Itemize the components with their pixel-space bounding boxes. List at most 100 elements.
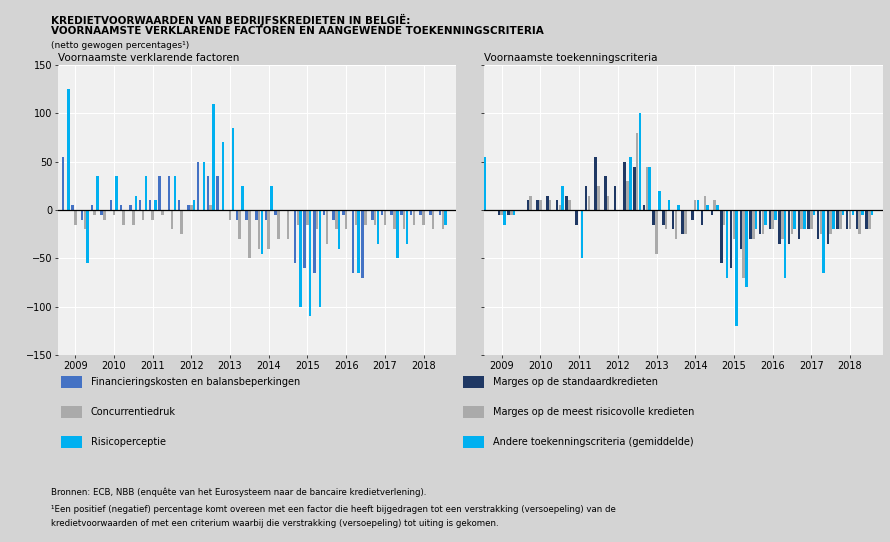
Bar bbox=[820, 210, 822, 234]
Bar bbox=[700, 210, 703, 224]
Bar bbox=[633, 166, 635, 210]
Bar bbox=[778, 210, 781, 244]
Bar bbox=[507, 210, 510, 215]
Bar bbox=[374, 210, 376, 224]
Bar bbox=[645, 166, 648, 210]
Bar bbox=[839, 210, 842, 229]
Bar bbox=[396, 210, 399, 259]
Bar bbox=[393, 210, 396, 229]
Bar bbox=[181, 210, 183, 234]
Bar bbox=[316, 210, 319, 229]
Bar bbox=[271, 186, 272, 210]
Bar bbox=[639, 113, 641, 210]
Bar bbox=[546, 196, 548, 210]
Bar bbox=[478, 186, 481, 210]
Bar bbox=[391, 210, 393, 215]
Bar bbox=[797, 210, 800, 239]
Bar bbox=[694, 201, 697, 210]
Bar bbox=[803, 210, 805, 229]
Bar bbox=[710, 210, 713, 215]
Bar bbox=[827, 210, 829, 244]
Text: Risicoperceptie: Risicoperceptie bbox=[91, 437, 166, 447]
Bar bbox=[587, 196, 590, 210]
Bar bbox=[629, 157, 632, 210]
Bar bbox=[829, 210, 832, 234]
Bar bbox=[559, 205, 561, 210]
Bar bbox=[132, 210, 134, 224]
Bar bbox=[255, 210, 257, 220]
Bar bbox=[71, 205, 74, 210]
Bar bbox=[139, 201, 142, 210]
Bar bbox=[784, 210, 786, 278]
Bar bbox=[409, 210, 412, 215]
Bar bbox=[158, 176, 161, 210]
Bar bbox=[364, 210, 367, 224]
Bar bbox=[769, 210, 771, 229]
Bar bbox=[261, 210, 263, 254]
Text: ¹Een positief (negatief) percentage komt overeen met een factor die heeft bijged: ¹Een positief (negatief) percentage komt… bbox=[51, 505, 616, 514]
Bar bbox=[432, 210, 434, 229]
Bar bbox=[498, 210, 500, 215]
Bar bbox=[837, 210, 838, 229]
Bar bbox=[381, 210, 384, 215]
Bar bbox=[287, 210, 289, 239]
Bar bbox=[652, 210, 655, 224]
Bar bbox=[248, 210, 251, 259]
Bar bbox=[174, 176, 176, 210]
Bar bbox=[239, 210, 241, 239]
Bar bbox=[662, 210, 665, 224]
Bar bbox=[67, 89, 69, 210]
Bar bbox=[513, 210, 515, 215]
Bar bbox=[868, 210, 870, 229]
Bar bbox=[684, 210, 687, 234]
Bar bbox=[510, 210, 513, 215]
Bar bbox=[537, 201, 538, 210]
Bar bbox=[444, 210, 447, 224]
Bar bbox=[190, 205, 192, 210]
Bar bbox=[209, 205, 212, 210]
Bar bbox=[697, 201, 700, 210]
Bar bbox=[274, 210, 277, 215]
Bar bbox=[413, 210, 415, 224]
Bar bbox=[336, 210, 337, 229]
Bar bbox=[749, 210, 752, 239]
Bar bbox=[296, 210, 299, 224]
Bar bbox=[790, 210, 793, 234]
Text: Voornaamste verklarende factoren: Voornaamste verklarende factoren bbox=[58, 53, 239, 63]
Bar bbox=[168, 176, 171, 210]
Bar bbox=[862, 210, 863, 215]
Bar bbox=[580, 210, 583, 259]
Bar bbox=[604, 176, 607, 210]
Bar bbox=[151, 210, 154, 220]
Bar bbox=[707, 205, 709, 210]
Bar bbox=[352, 210, 354, 273]
Bar bbox=[800, 210, 803, 229]
Bar bbox=[855, 210, 858, 229]
Bar bbox=[597, 186, 600, 210]
Text: KREDIETVOORWAARDEN VAN BEDRIJFSKREDIETEN IN BELGIË:: KREDIETVOORWAARDEN VAN BEDRIJFSKREDIETEN… bbox=[51, 14, 410, 25]
Text: (netto gewogen percentages¹): (netto gewogen percentages¹) bbox=[51, 41, 189, 50]
Bar bbox=[817, 210, 820, 239]
Bar bbox=[110, 201, 112, 210]
Bar bbox=[358, 210, 360, 273]
Bar bbox=[692, 210, 693, 220]
Bar bbox=[299, 210, 302, 307]
Bar bbox=[643, 205, 645, 210]
Bar bbox=[241, 186, 244, 210]
Bar bbox=[129, 205, 132, 210]
Bar bbox=[306, 210, 309, 224]
Bar bbox=[655, 210, 658, 254]
Bar bbox=[422, 210, 425, 224]
Bar bbox=[406, 210, 409, 244]
Bar bbox=[193, 201, 196, 210]
Bar bbox=[319, 210, 321, 307]
Bar bbox=[123, 210, 125, 224]
Bar bbox=[675, 210, 677, 239]
Bar bbox=[555, 201, 558, 210]
Bar bbox=[419, 210, 422, 215]
Bar bbox=[294, 210, 296, 263]
Bar bbox=[258, 210, 260, 249]
Bar bbox=[119, 205, 122, 210]
Bar bbox=[154, 201, 157, 210]
Bar bbox=[429, 210, 432, 215]
